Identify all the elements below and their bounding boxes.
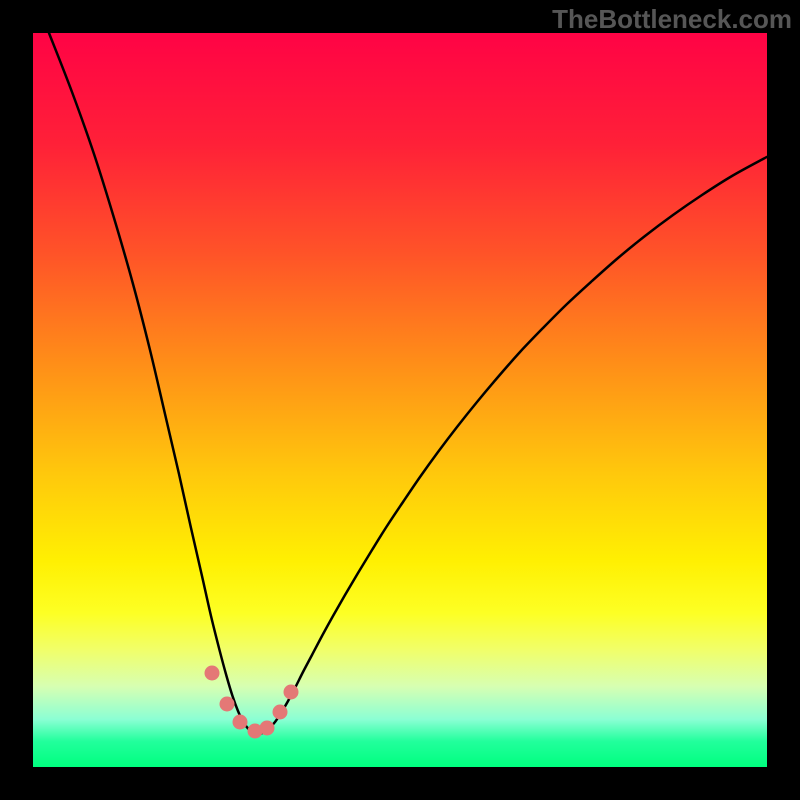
curve-marker xyxy=(233,715,248,730)
frame-bottom xyxy=(0,767,800,800)
frame-left xyxy=(0,0,33,800)
curve-marker xyxy=(284,685,299,700)
curve-marker xyxy=(205,666,220,681)
bottleneck-chart xyxy=(0,0,800,800)
curve-marker xyxy=(273,705,288,720)
plot-background xyxy=(33,33,767,767)
watermark-text: TheBottleneck.com xyxy=(552,4,792,35)
curve-marker xyxy=(220,697,235,712)
frame-right xyxy=(767,0,800,800)
curve-marker xyxy=(260,721,275,736)
